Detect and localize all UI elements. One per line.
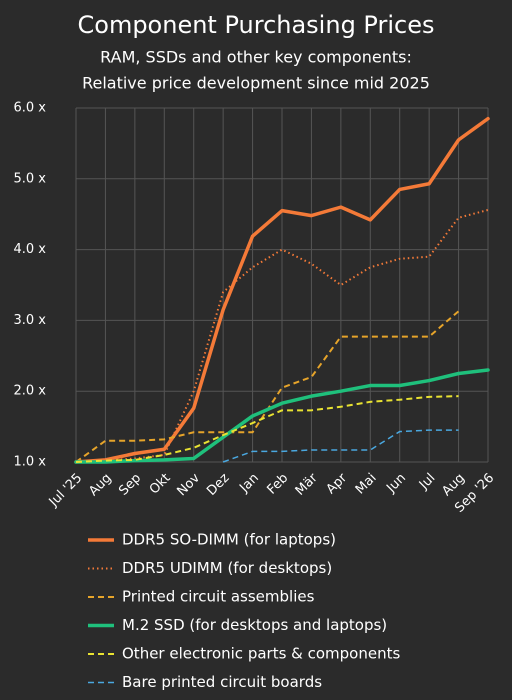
series-line xyxy=(74,368,490,464)
y-tick-label: 3.0 x xyxy=(14,313,47,328)
y-tick-label: 5.0 x xyxy=(14,171,47,186)
legend-label: Other electronic parts & components xyxy=(122,645,400,663)
series-line xyxy=(222,429,459,463)
series-line xyxy=(75,208,489,463)
y-tick-label: 1.0 x xyxy=(14,455,47,470)
chart-subtitle: RAM, SSDs and other key components: xyxy=(100,48,412,67)
series-line xyxy=(74,116,490,464)
chart-subtitle: Relative price development since mid 202… xyxy=(82,74,430,93)
y-tick-label: 2.0 x xyxy=(14,384,47,399)
legend-label: DDR5 UDIMM (for desktops) xyxy=(122,559,332,577)
legend-label: Printed circuit assemblies xyxy=(122,588,315,606)
chart-title: Component Purchasing Prices xyxy=(78,11,435,39)
legend-label: M.2 SSD (for desktops and laptops) xyxy=(122,616,387,634)
legend-label: Bare printed circuit boards xyxy=(122,673,322,691)
y-tick-label: 6.0 x xyxy=(14,101,47,116)
y-tick-label: 4.0 x xyxy=(14,242,47,257)
legend-label: DDR5 SO-DIMM (for laptops) xyxy=(122,531,336,549)
series-line xyxy=(75,395,459,463)
